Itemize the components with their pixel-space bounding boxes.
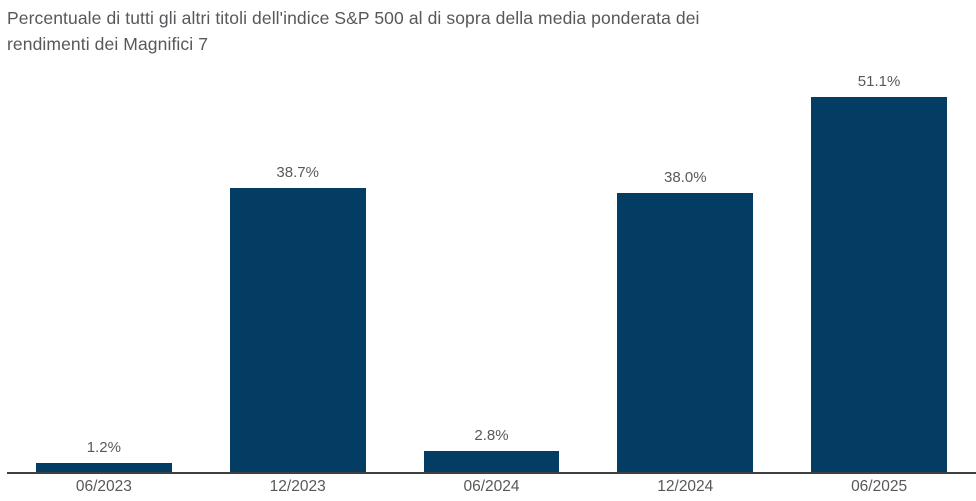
plot-area: 1.2% 38.7% 2.8% 38.0% 51.1% [7,73,976,474]
chart-title: Percentuale di tutti gli altri titoli de… [7,5,957,57]
x-axis: 06/2023 12/2023 06/2024 12/2024 06/2025 [7,478,976,496]
chart-title-line2: rendimenti dei Magnifici 7 [7,34,209,54]
bar-slot: 38.7% [201,97,395,472]
bar: 38.0% [617,169,754,472]
bar-value-label: 38.0% [664,169,707,186]
bar-value-label: 38.7% [276,164,319,181]
x-tick-label: 12/2024 [657,478,714,495]
bar: 2.8% [423,427,560,472]
x-tick-label: 06/2023 [75,478,132,495]
x-tick-label: 12/2023 [269,478,326,495]
bar-slot: 51.1% [782,73,976,472]
bar-value-label: 51.1% [857,73,901,90]
bar-slot: 2.8% [395,97,589,472]
bar-value-label: 2.8% [474,427,509,444]
bar-slot: 1.2% [7,97,201,472]
bar-slot: 38.0% [588,97,782,472]
chart-title-line1: Percentuale di tutti gli altri titoli de… [7,8,700,28]
x-tick-label: 06/2024 [463,478,520,495]
bar-value-label: 1.2% [86,439,121,456]
bar: 38.7% [229,164,366,472]
bar: 51.1% [811,73,947,472]
x-tick-label: 06/2025 [851,478,908,495]
bar: 1.2% [36,439,172,472]
